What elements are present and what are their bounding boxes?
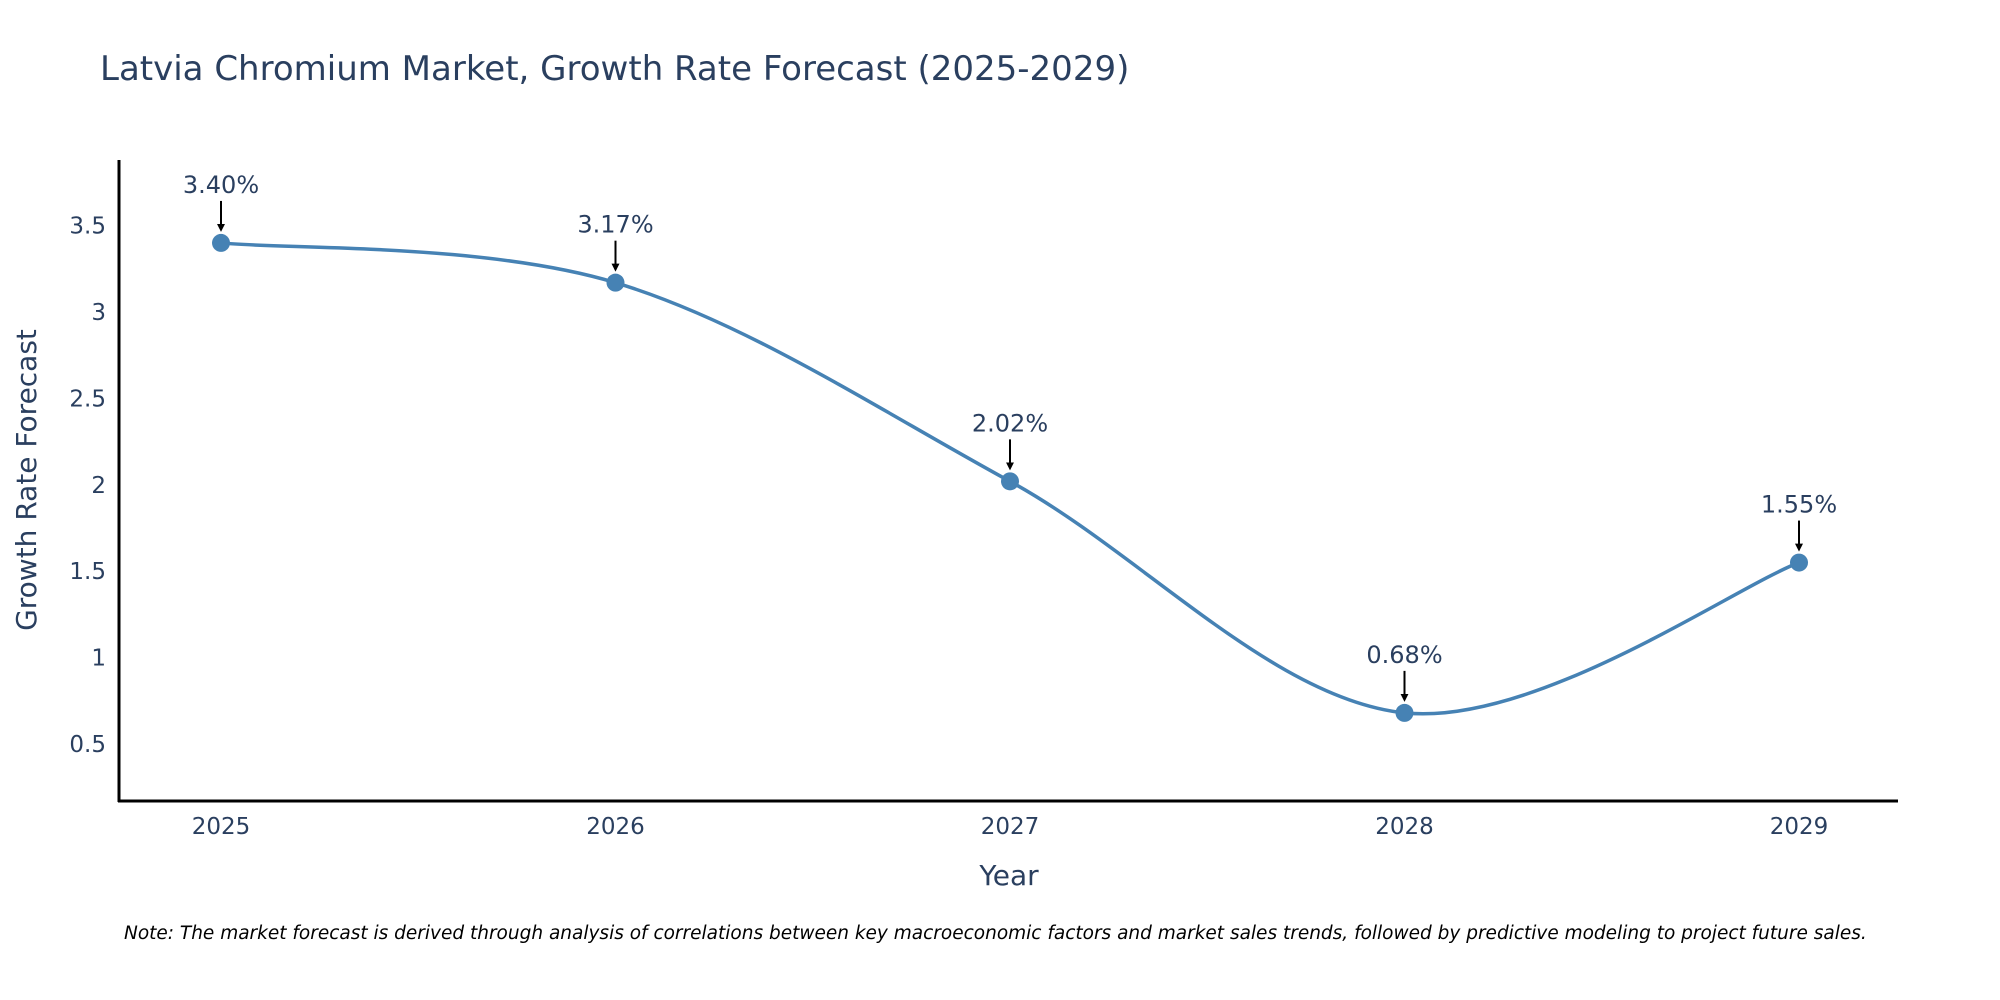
y-tick-label: 1.5: [69, 559, 106, 585]
data-point: [212, 233, 230, 252]
data-label: 3.17%: [577, 211, 653, 239]
data-label: 0.68%: [1366, 641, 1442, 669]
x-tick-label: 2026: [586, 814, 645, 840]
data-label: 3.40%: [183, 171, 259, 199]
data-label: 2.02%: [972, 409, 1048, 437]
y-axis-label: Growth Rate Forecast: [10, 329, 43, 631]
data-label: 1.55%: [1761, 491, 1837, 519]
data-annotations: 3.40% 3.17% 2.02% 0.68% 1.55%: [183, 171, 1837, 702]
x-tick-label: 2025: [192, 814, 251, 840]
x-axis-label: Year: [978, 859, 1039, 892]
y-tick-label: 3.5: [69, 214, 106, 240]
y-tick-label: 2.5: [69, 386, 106, 412]
x-tick-label: 2027: [981, 814, 1040, 840]
y-tick-label: 1: [91, 646, 106, 672]
data-point: [606, 273, 625, 292]
x-tick-label: 2028: [1375, 814, 1434, 840]
data-points: [212, 233, 1808, 722]
y-axis-ticks: 0.5 1 1.5 2 2.5 3 3.5: [69, 214, 106, 758]
y-tick-label: 0.5: [69, 732, 106, 758]
data-point: [1395, 703, 1414, 722]
y-tick-label: 3: [91, 300, 106, 326]
data-point: [1001, 472, 1019, 491]
y-tick-label: 2: [91, 473, 106, 499]
data-point: [1790, 553, 1808, 572]
x-axis-ticks: 2025 2026 2027 2028 2029: [192, 814, 1829, 840]
chart-title: Latvia Chromium Market, Growth Rate Fore…: [100, 49, 1129, 89]
footnote: Note: The market forecast is derived thr…: [124, 923, 1867, 944]
x-tick-label: 2029: [1770, 814, 1829, 840]
